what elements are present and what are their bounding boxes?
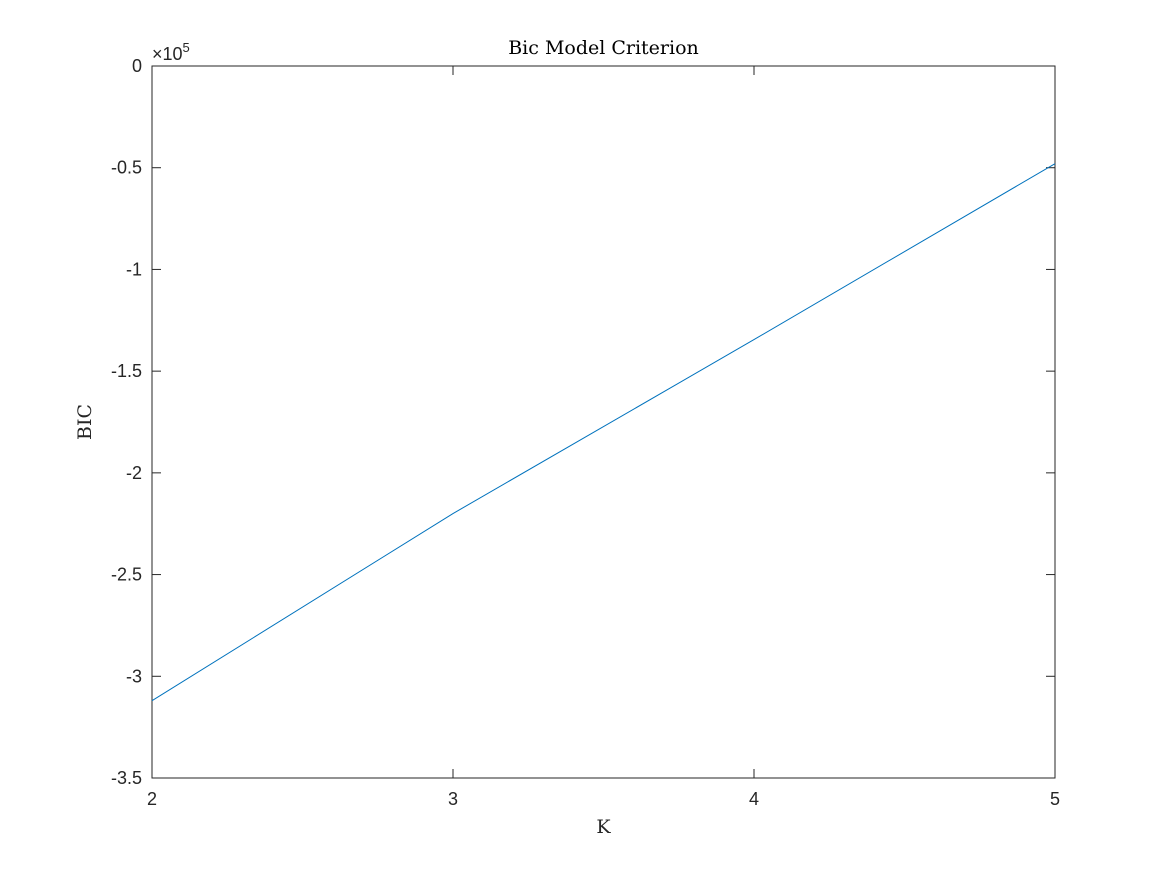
y-axis-title: BIC bbox=[74, 404, 96, 440]
chart-title: Bic Model Criterion bbox=[508, 37, 699, 59]
y-tick-label: -0.5 bbox=[111, 158, 142, 178]
series-layer bbox=[151, 163, 1056, 702]
x-axis-ticks: 2 3 4 5 bbox=[147, 66, 1060, 809]
y-tick-label: -2.5 bbox=[111, 565, 142, 585]
y-axis-ticks: -3.5 -3 -2.5 -2 -1.5 -1 -0.5 0 bbox=[111, 56, 1055, 788]
series-line bbox=[151, 163, 1056, 702]
x-tick-label: 3 bbox=[448, 789, 458, 809]
x-tick-label: 4 bbox=[749, 789, 759, 809]
x-tick-label: 5 bbox=[1050, 789, 1060, 809]
axes-box bbox=[151, 65, 1056, 779]
y-tick-label: -1.5 bbox=[111, 361, 142, 381]
x-tick-label: 2 bbox=[147, 789, 157, 809]
plot-area: 2 3 4 5 -3.5 -3 -2.5 -2 -1.5 -1 -0.5 0 bbox=[111, 56, 1060, 809]
y-tick-label: 0 bbox=[132, 56, 142, 76]
x-axis-title: K bbox=[596, 816, 611, 838]
y-tick-label: -3.5 bbox=[111, 768, 142, 788]
y-tick-label: -3 bbox=[126, 666, 142, 686]
y-axis-exponent-label: ×105 bbox=[152, 40, 190, 64]
y-tick-label: -2 bbox=[126, 463, 142, 483]
y-axis-exponent-power: 5 bbox=[183, 40, 190, 55]
y-tick-label: -1 bbox=[126, 259, 142, 279]
y-axis-exponent-base: ×10 bbox=[152, 44, 183, 64]
